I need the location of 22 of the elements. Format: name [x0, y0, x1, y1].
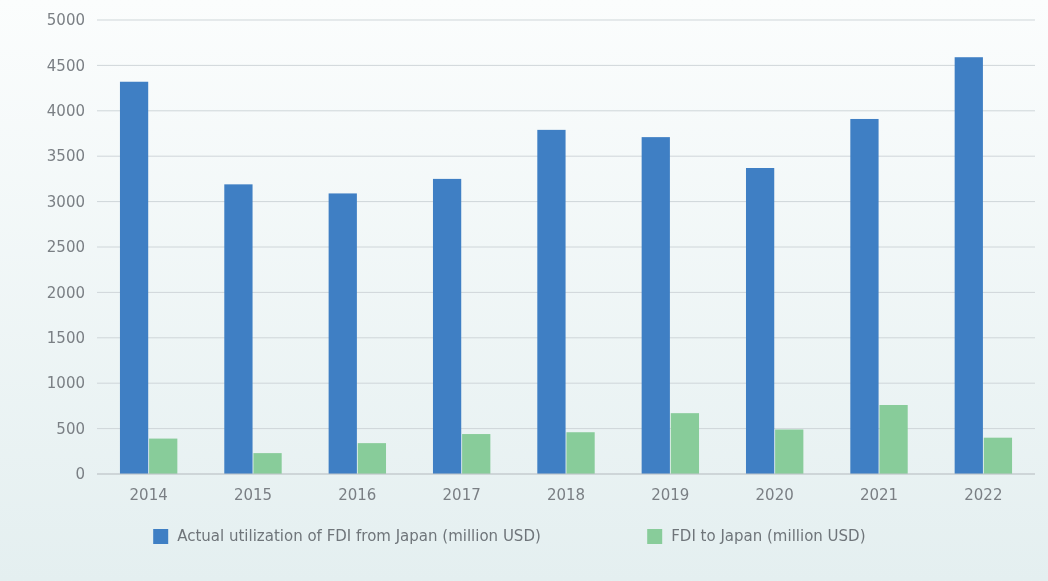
- y-tick-label: 0: [75, 465, 85, 484]
- y-tick-label: 4000: [46, 102, 85, 121]
- y-tick-label: 3500: [46, 147, 85, 166]
- y-tick-label: 500: [56, 419, 85, 438]
- x-tick-label: 2018: [546, 486, 586, 504]
- legend-label: FDI to Japan (million USD): [671, 527, 866, 546]
- y-tick-label: 1000: [46, 374, 85, 393]
- x-tick-label: 2016: [338, 486, 377, 504]
- y-tick-label: 2000: [46, 283, 85, 302]
- y-tick-label: 4500: [46, 56, 85, 75]
- y-tick-label: 3000: [46, 192, 85, 211]
- x-tick-label: 2015: [233, 486, 273, 504]
- x-tick-label: 2020: [755, 486, 794, 504]
- x-tick-label: 2019: [651, 486, 690, 504]
- legend-label: Actual utilization of FDI from Japan (million USD): [177, 527, 541, 546]
- x-tick-label: 2014: [129, 486, 168, 504]
- x-tick-label: 2017: [442, 486, 481, 504]
- x-tick-label: 2022: [964, 486, 1003, 504]
- y-tick-label: 2500: [46, 238, 85, 257]
- y-tick-label: 5000: [46, 11, 85, 30]
- y-tick-label: 1500: [46, 329, 85, 348]
- x-tick-label: 2021: [859, 486, 899, 504]
